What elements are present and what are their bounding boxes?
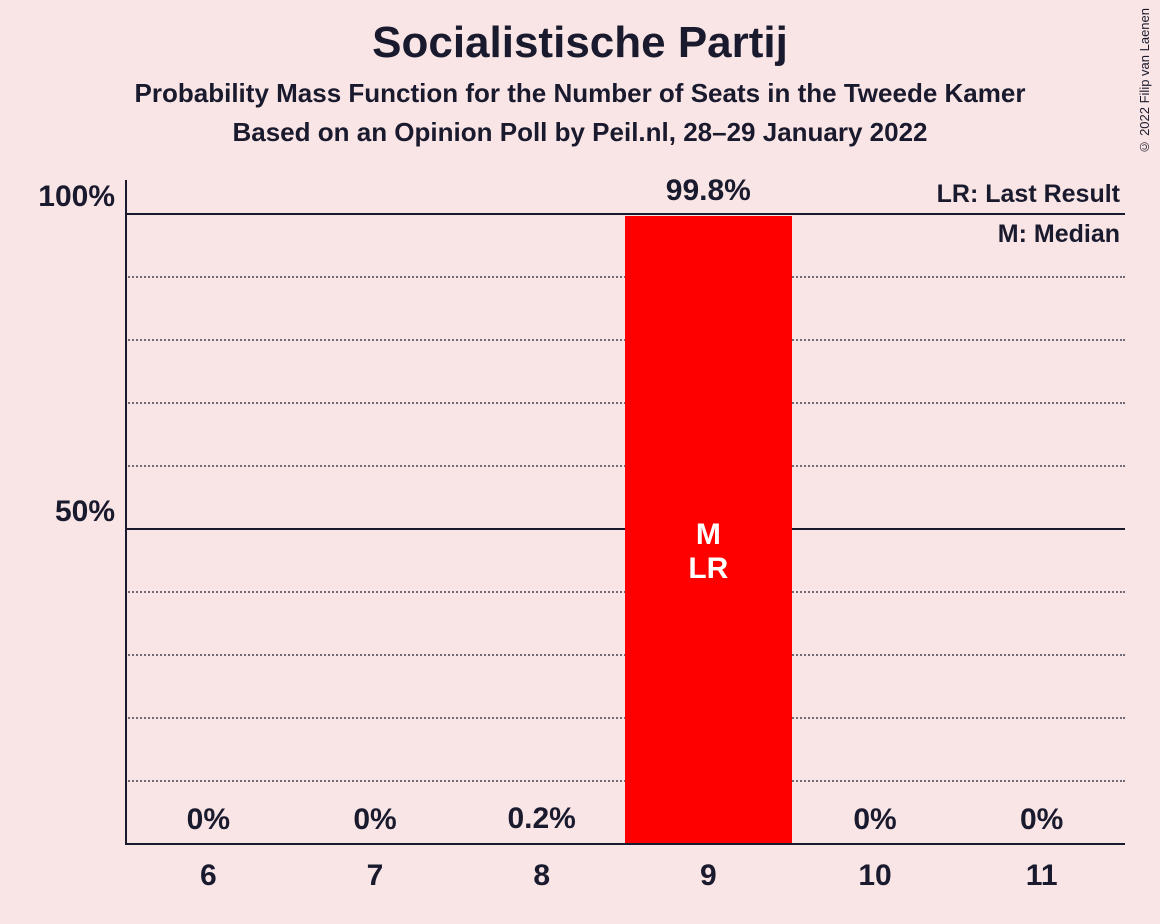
x-axis-tick-label: 7 — [367, 859, 384, 893]
chart-subtitle-2: Based on an Opinion Poll by Peil.nl, 28–… — [0, 109, 1160, 148]
x-axis-tick-label: 6 — [200, 859, 217, 893]
bar-inner-label: MLR — [688, 518, 728, 587]
x-axis-tick-label: 10 — [858, 859, 891, 893]
x-axis-tick-label: 9 — [700, 859, 717, 893]
x-axis-tick-label: 8 — [533, 859, 550, 893]
chart-title: Socialistische Partij — [0, 0, 1160, 68]
legend-lr: LR: Last Result — [937, 180, 1120, 209]
bar-value-label: 0% — [853, 803, 896, 837]
x-axis-tick-label: 11 — [1026, 859, 1058, 893]
gridline-major — [125, 213, 1125, 215]
copyright-text: © 2022 Filip van Laenen — [1137, 8, 1152, 155]
y-axis-line — [125, 180, 127, 845]
bar-value-label: 0% — [353, 803, 396, 837]
chart-subtitle-1: Probability Mass Function for the Number… — [0, 68, 1160, 109]
y-axis-tick-label: 100% — [0, 180, 115, 214]
y-axis-tick-label: 50% — [0, 495, 115, 529]
chart-plot-area: 50%100%0%60%70.2%899.8%MLR90%100%11LR: L… — [125, 215, 1125, 845]
bar-value-label: 0.2% — [507, 802, 575, 836]
bar-value-label: 0% — [1020, 803, 1063, 837]
x-axis-line — [125, 843, 1125, 845]
bar-value-label: 99.8% — [666, 174, 751, 208]
bar-value-label: 0% — [187, 803, 230, 837]
legend-m: M: Median — [998, 220, 1120, 249]
